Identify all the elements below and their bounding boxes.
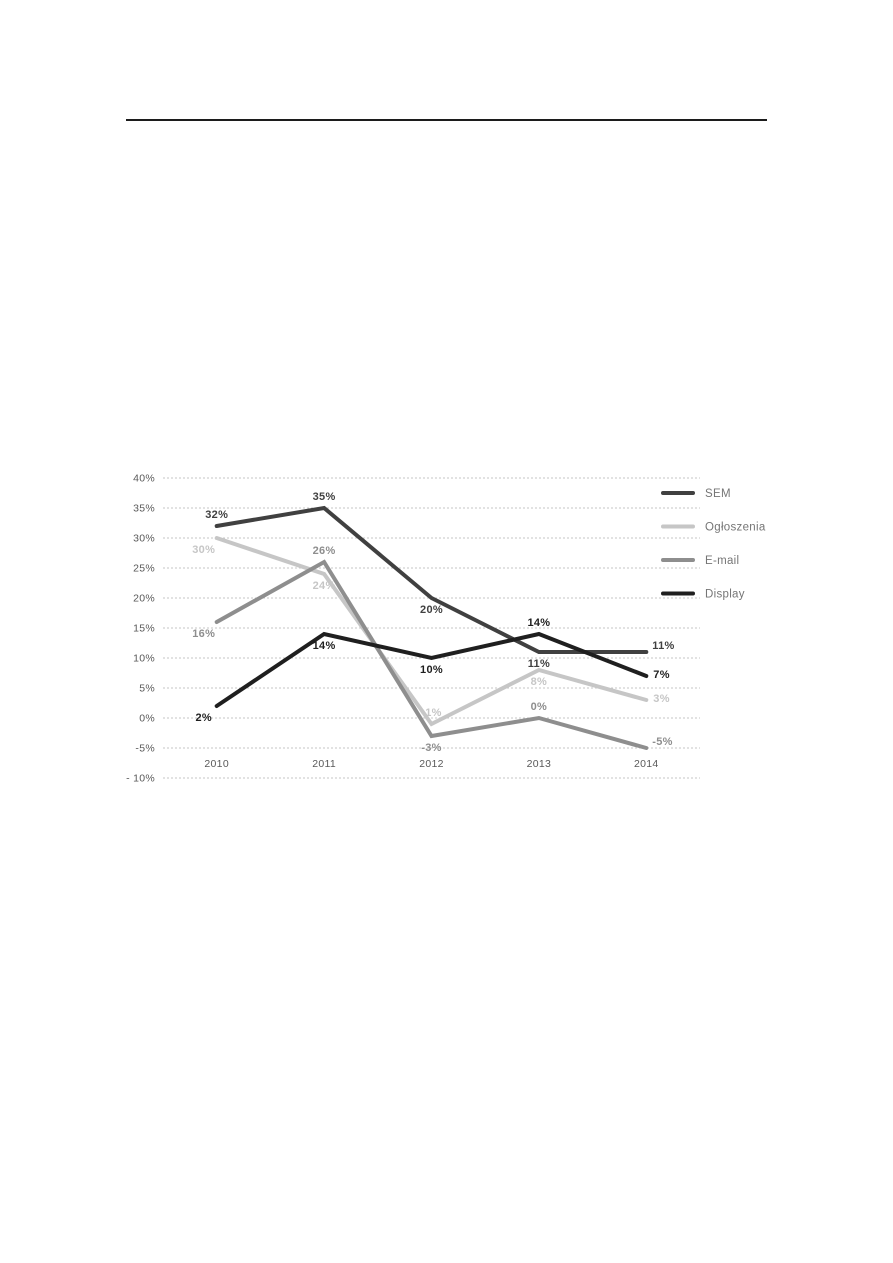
header-rule [126, 119, 767, 121]
x-axis-tick-label: 2012 [419, 758, 444, 770]
data-label: 14% [313, 640, 336, 652]
data-label: 16% [192, 628, 215, 640]
data-label: 3% [653, 693, 670, 705]
data-label: 2% [195, 712, 212, 724]
series-line-sem [214, 505, 649, 654]
data-label: 26% [313, 545, 336, 557]
y-axis-tick-label: 25% [133, 563, 155, 575]
data-label: -5% [652, 736, 672, 748]
series-line-display [214, 631, 649, 708]
data-label: 30% [192, 544, 215, 556]
x-axis-tick-label: 2010 [204, 758, 229, 770]
data-label: 14% [527, 617, 550, 629]
data-label: -1% [421, 707, 441, 719]
data-label: -3% [421, 742, 441, 754]
data-label: 7% [653, 669, 670, 681]
data-label: 11% [652, 640, 674, 652]
y-axis-tick-label: -5% [135, 743, 155, 755]
x-axis-tick-label: 2011 [312, 758, 336, 770]
y-axis-tick-label: 5% [139, 683, 155, 695]
data-label: 20% [420, 604, 443, 616]
x-axis-tick-label: 2013 [527, 758, 552, 770]
y-axis-tick-label: 35% [133, 503, 155, 515]
y-axis-tick-label: 15% [133, 623, 155, 635]
y-axis-tick-label: 20% [133, 593, 155, 605]
legend-label: SEM [705, 488, 731, 500]
x-axis-tick-label: 2014 [634, 758, 659, 770]
legend-label: E-mail [705, 555, 739, 567]
y-axis-tick-label: - 10% [126, 773, 155, 785]
data-label: 10% [420, 664, 443, 676]
y-axis-tick-label: 30% [133, 533, 155, 545]
series-line-e-mail [214, 559, 649, 750]
data-label: 0% [531, 701, 548, 713]
data-label: 35% [313, 491, 336, 503]
data-label: 24% [313, 580, 336, 592]
data-label: 8% [531, 676, 548, 688]
legend-label: Ogłoszenia [705, 522, 766, 534]
y-axis-tick-label: 0% [139, 713, 155, 725]
series-line-og-oszenia [214, 536, 649, 727]
data-label: 32% [205, 509, 228, 521]
data-label: 11% [528, 658, 550, 670]
legend-label: Display [705, 589, 745, 601]
y-axis-tick-label: 40% [133, 473, 155, 485]
y-axis-tick-label: 10% [133, 653, 155, 665]
